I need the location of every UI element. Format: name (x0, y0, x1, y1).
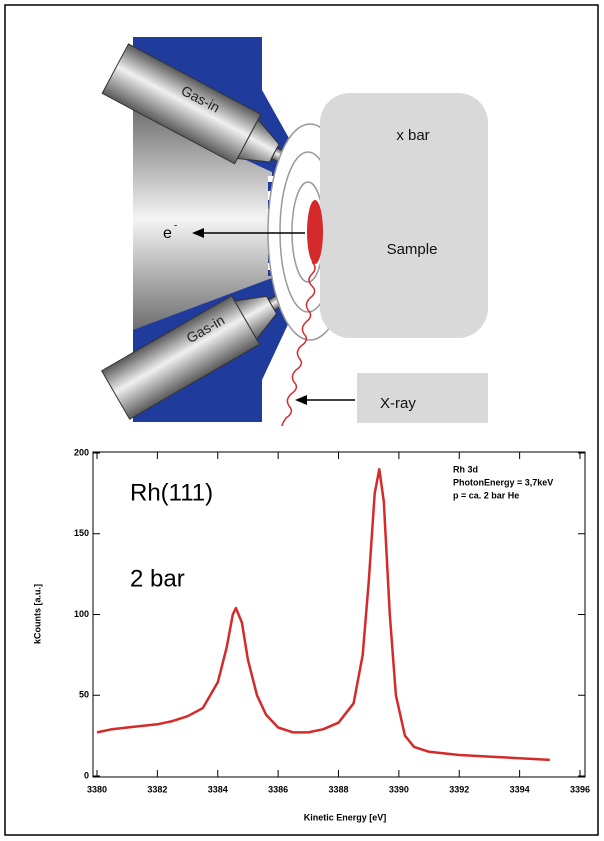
frame (4, 4, 599, 836)
xray-label: X-ray (380, 395, 416, 412)
x-tick-label: 3386 (268, 784, 288, 794)
spectrum-line (96, 467, 550, 762)
x-tick-label: 3390 (389, 784, 409, 794)
electron-charge: - (174, 221, 177, 232)
y-tick-label: 0 (84, 770, 89, 780)
y-tick-label: 100 (74, 609, 89, 619)
sample-spot (307, 200, 323, 264)
info-text: p = ca. 2 bar He (453, 490, 519, 500)
x-tick-label: 3380 (87, 784, 107, 794)
annotation: Rh(111) (130, 479, 213, 506)
xray-wave (281, 261, 316, 427)
y-tick-label: 50 (79, 690, 89, 700)
x-tick-label: 3388 (328, 784, 348, 794)
xray-box (357, 373, 488, 423)
x-tick-label: 3396 (570, 784, 590, 794)
gas-tube-bottom (100, 286, 298, 420)
diagram: Gas-in Gas-in e - x bar Sample X-ray (100, 37, 488, 427)
plot: Kinetic Energy [eV] kCounts [a.u.] Rh(11… (32, 447, 590, 822)
arrowhead (192, 228, 204, 238)
arrowhead (295, 395, 307, 405)
x-tick-label: 3392 (449, 784, 469, 794)
x-tick-label: 3384 (208, 784, 228, 794)
y-tick-label: 150 (74, 528, 89, 538)
x-tick-label: 3394 (510, 784, 530, 794)
info-text: PhotonEnergy = 3,7keV (453, 477, 553, 487)
x-tick-label: 3382 (147, 784, 167, 794)
annotation: 2 bar (130, 565, 185, 592)
pressure-label: x bar (396, 127, 429, 144)
y-axis-label: kCounts [a.u.] (32, 584, 42, 644)
analyzer-cone (133, 108, 272, 330)
x-axis-label: Kinetic Energy [eV] (304, 812, 387, 822)
electron-label: e (163, 225, 172, 242)
sample-label: Sample (387, 241, 438, 258)
info-text: Rh 3d (453, 464, 478, 474)
y-tick-label: 200 (74, 447, 89, 457)
sample-holder (320, 93, 488, 338)
